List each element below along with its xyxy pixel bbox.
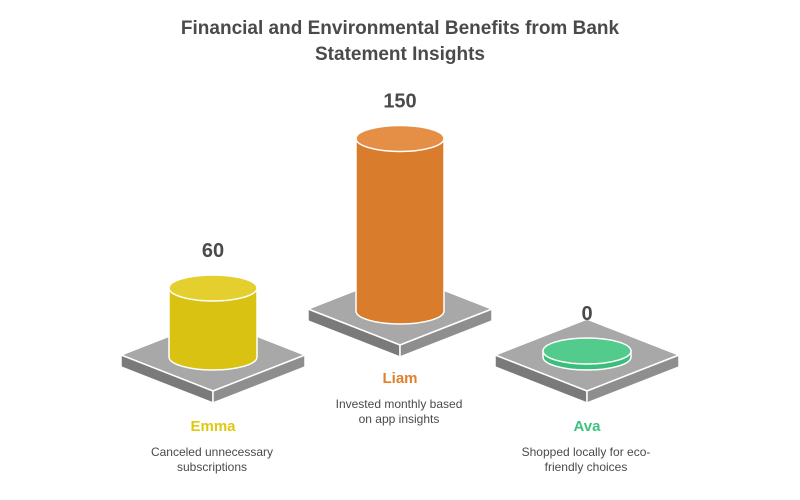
ava-description-line-1: Shopped locally for eco- [521,445,651,459]
liam-platform-right [399,307,493,359]
ava-description: Shopped locally for eco- friendly choice… [486,445,686,475]
liam-name-label: Liam [382,370,417,387]
emma-name-label: Emma [190,418,236,435]
ava-bar-top [542,337,632,365]
emma-value-label: 60 [202,240,224,262]
emma-description-line-2: subscriptions [176,460,248,474]
chart-title-line-1: Financial and Environmental Benefits fro… [180,18,620,39]
ava-name-label: Ava [574,418,602,435]
emma-platform-right [212,353,306,405]
liam-bar-top [355,124,445,153]
liam-description-line-2: on app insights [358,412,440,426]
liam-description: Invested monthly based on app insights [299,397,499,427]
emma-bar-top [168,274,258,302]
ava-platform-right [586,353,680,405]
chart-title-line-2: Statement Insights [315,44,485,65]
emma-bar-body [168,287,258,371]
chart-title: Financial and Environmental Benefits fro… [0,16,800,68]
ava-description-line-2: friendly choices [544,460,628,474]
liam-description-line-1: Invested monthly based [335,397,463,411]
emma-description-line-1: Canceled unnecessary [150,445,274,459]
liam-bar-body [355,137,445,325]
ava-value-label: 0 [581,303,592,325]
liam-value-label: 150 [383,91,416,113]
emma-description: Canceled unnecessary subscriptions [112,445,312,475]
